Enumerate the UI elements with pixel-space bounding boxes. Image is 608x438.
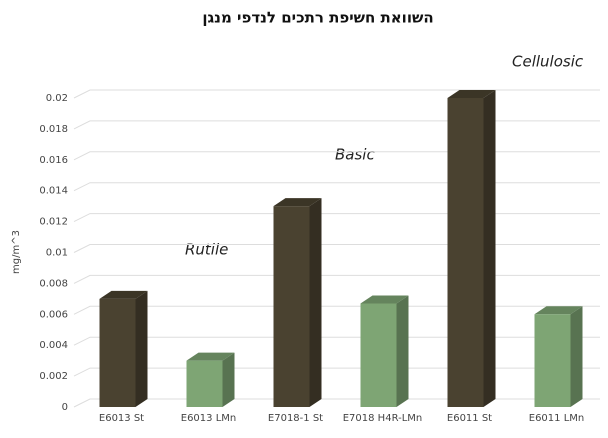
bar-top [360,295,409,304]
bar-front [99,298,136,407]
y-tick-label: 0.016 [39,155,68,166]
y-tick-label: 0.012 [39,217,68,228]
x-tick-label: E6011 St [446,413,493,424]
grid-line [73,213,600,223]
grid-line [73,182,600,192]
y-tick-label: 0.02 [46,93,68,104]
bar-top [534,306,583,315]
x-tick-label: E7018 H4R-LMn [342,413,423,424]
x-tick-label-box: E7018 H4R-LMn [342,413,423,424]
bar-top [186,352,235,361]
grid-line [73,244,600,253]
bar-front [186,360,223,407]
bar [186,352,235,407]
x-tick-label-box: E6011 St [446,413,493,424]
bar-side [483,90,496,407]
grid-line [73,89,600,99]
y-axis-label: mg/m^3 [11,230,22,274]
bar-side [396,295,409,407]
annotation: Cellulosic [512,53,584,71]
grid-line [73,120,600,130]
annotation: Rutile [185,241,228,259]
bar-front [447,98,484,407]
x-tick-label: E6013 LMn [180,413,237,424]
bar [447,90,496,407]
bar [99,290,148,407]
x-tick-label-box: E6011 LMn [528,413,585,424]
bar-front [534,314,571,407]
bar-front [273,206,310,407]
y-tick-label: 0.01 [46,248,68,259]
bar-side [135,290,148,407]
x-tick-label: E6011 LMn [528,413,585,424]
chart-title: השוואת חשיפת רתכים לנדפי מנגן [202,9,433,27]
bar-top [273,198,322,207]
y-tick-label: 0.006 [39,309,68,320]
bar [534,306,583,407]
grid-line [73,305,600,315]
bar [273,198,322,407]
grid-line [73,274,600,284]
grid-line [73,367,600,377]
bar-front [360,303,397,407]
x-tick-label-box: E6013 St [98,413,145,424]
y-tick-label: 0.002 [39,371,68,382]
bar-side [570,306,583,407]
bar-side [309,198,322,407]
bar [360,295,409,407]
y-tick-label: 0.014 [39,186,68,197]
y-tick-label: 0 [62,402,68,413]
annotation: Basic [335,146,375,164]
bar-top [99,290,148,299]
y-tick-label: 0.004 [39,340,68,351]
grid-line [73,151,600,161]
y-tick-label: 0.008 [39,278,68,289]
x-tick-label-box: E7018-1 St [267,413,324,424]
y-tick-label: 0.018 [39,124,68,135]
x-tick-label: E7018-1 St [267,413,324,424]
x-tick-label: E6013 St [98,413,145,424]
x-tick-label-box: E6013 LMn [180,413,237,424]
bar-top [447,90,496,98]
grid-line [73,336,600,346]
grid-line [73,398,600,408]
bar-side [222,352,235,407]
